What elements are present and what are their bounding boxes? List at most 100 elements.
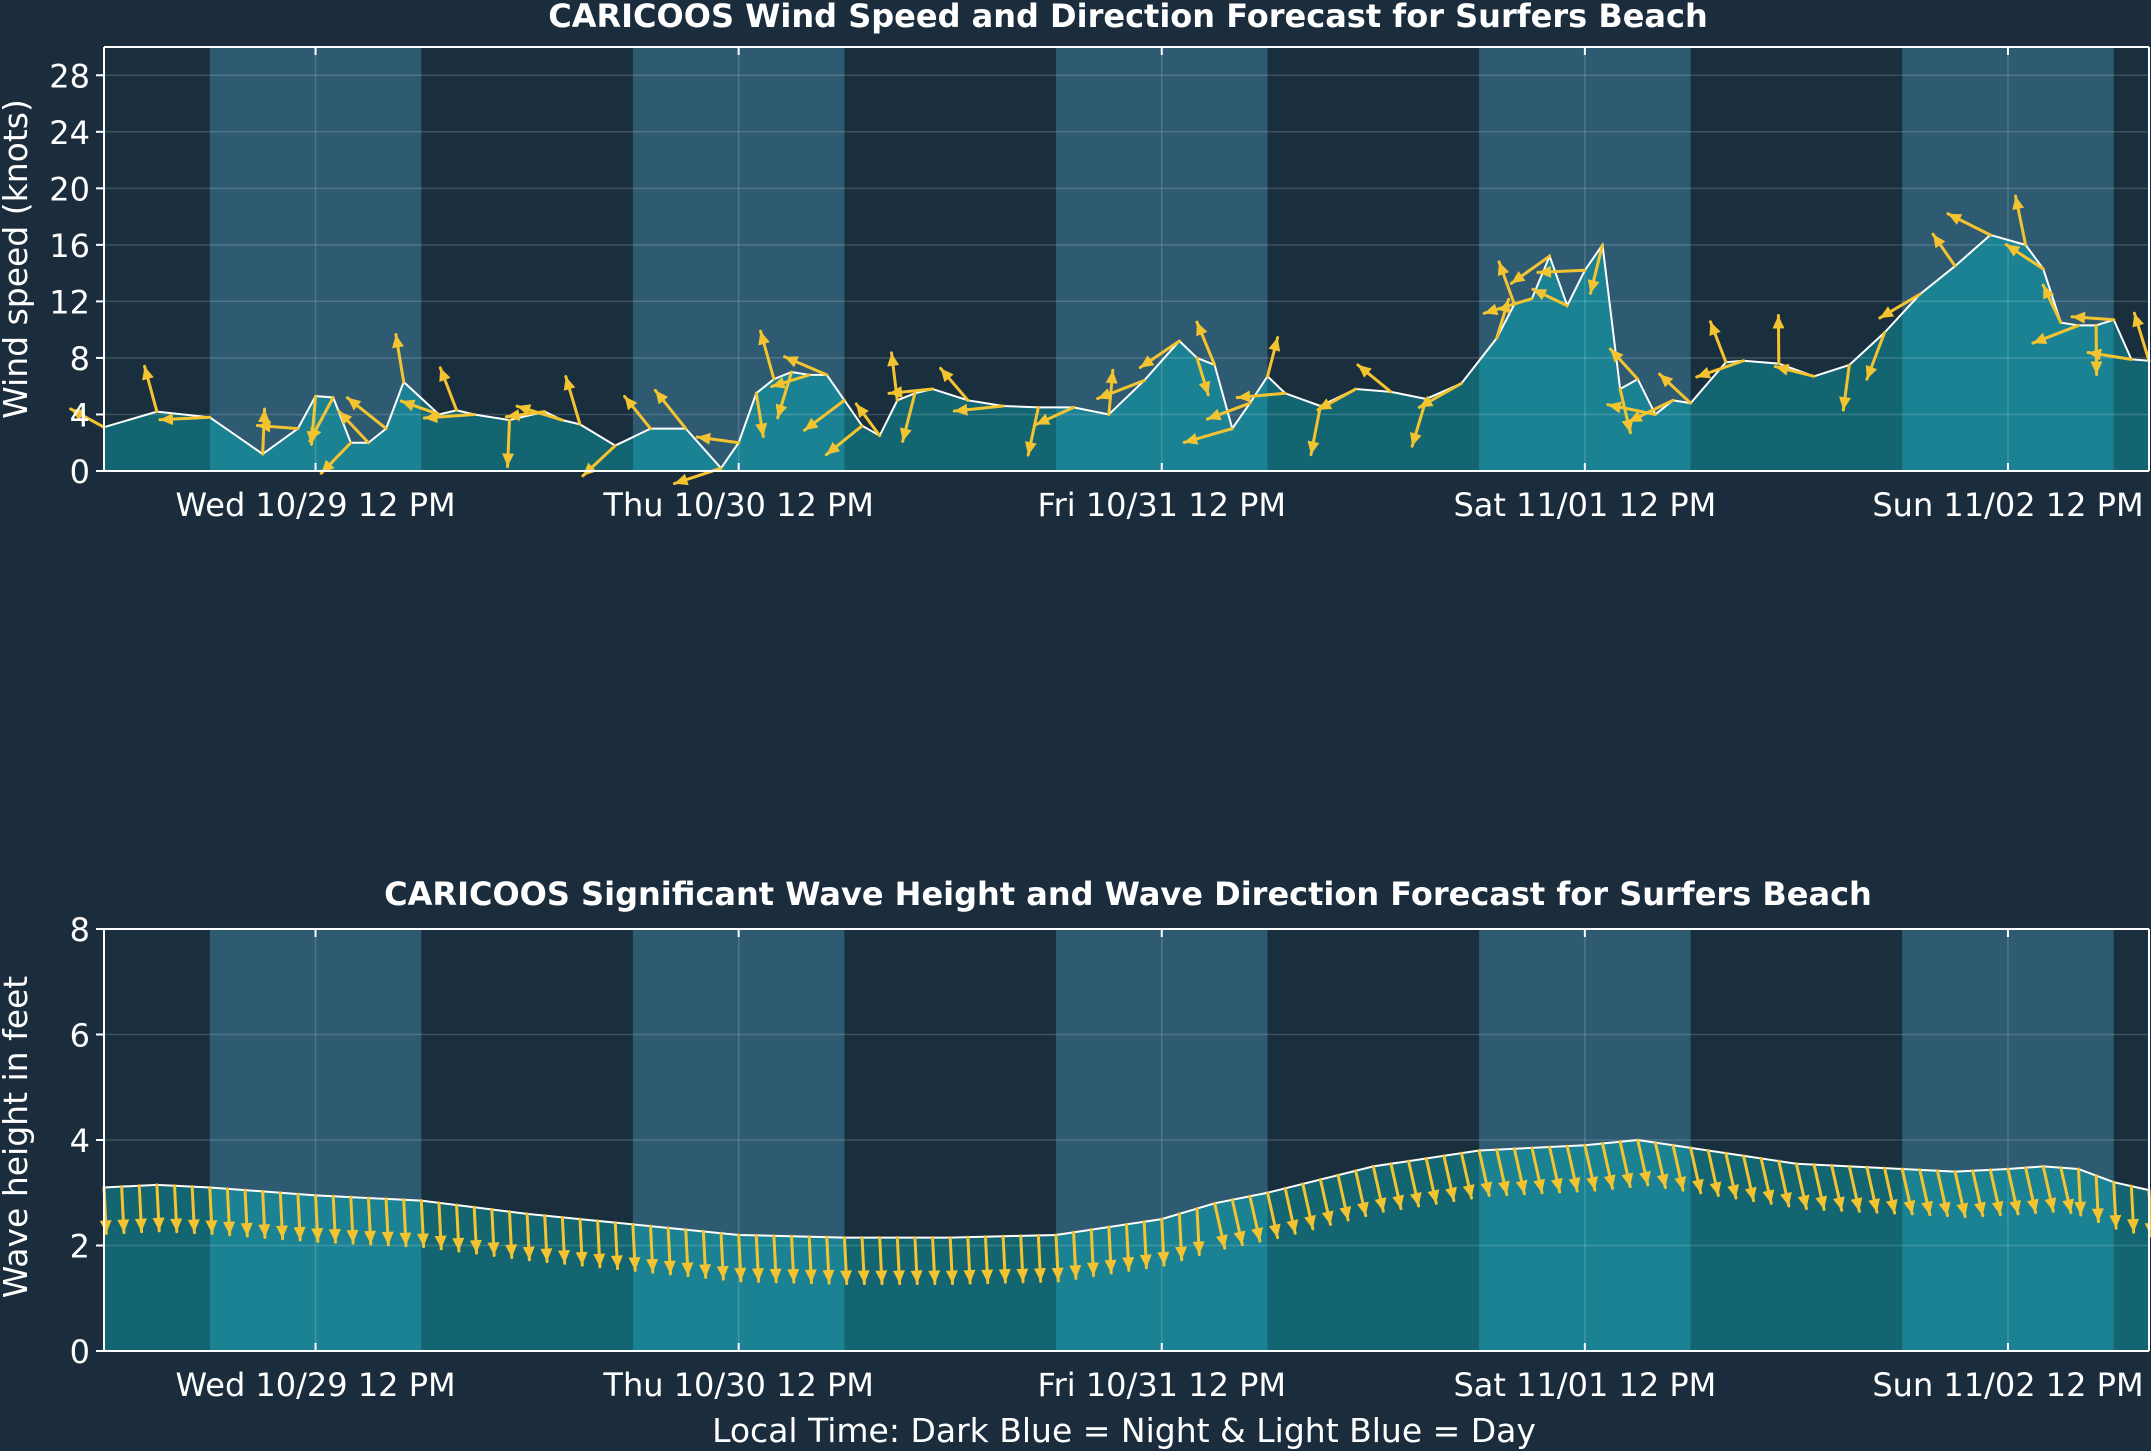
wind-arrow-50-head — [1357, 364, 1372, 378]
wind-arrow-59-head — [1587, 279, 1600, 294]
wave-arrow-57-head — [1086, 1262, 1099, 1276]
wind-arrow-7-head — [309, 426, 322, 441]
wave-arrow-101-head — [1868, 1198, 1880, 1213]
wind-y-tick-label-5: 16 — [49, 227, 90, 265]
wave-arrow-63-head — [1192, 1241, 1205, 1255]
wind-arrow-42-head — [1198, 380, 1211, 395]
wind-x-tick-label-2: Thu 10/30 12 PM — [602, 486, 873, 524]
wind-x-tick-label-1: Wed 10/29 12 PM — [175, 486, 455, 524]
wind-arrow-19-head — [582, 462, 597, 476]
wave-arrow-99-head — [1833, 1196, 1845, 1211]
wave-arrow-14-head — [328, 1228, 341, 1243]
wind-y-tick-label-4: 12 — [49, 283, 90, 321]
wave-arrow-31-head — [628, 1257, 641, 1271]
wave-arrow-65-head — [1233, 1230, 1246, 1245]
wind-arrow-11-head — [392, 334, 404, 349]
wave-arrow-25-head — [522, 1246, 535, 1260]
wind-arrow-77-head — [2032, 332, 2048, 344]
wave-y-axis-label: Wave height in feet — [0, 976, 35, 1299]
wave-arrow-87-head — [1621, 1172, 1634, 1187]
wind-area-segment-7 — [1267, 360, 1480, 471]
wind-arrow-49-head — [1317, 398, 1333, 410]
wave-x-tick-label-2: Thu 10/30 12 PM — [602, 1366, 873, 1404]
wind-arrow-67-head — [1772, 315, 1785, 329]
wave-area-segment-7 — [1267, 1150, 1480, 1351]
wave-area-segment-11 — [2113, 1182, 2149, 1351]
wind-chart-title: CARICOOS Wind Speed and Direction Foreca… — [548, 0, 1708, 35]
wave-arrow-53-head — [1016, 1268, 1029, 1282]
wind-arrow-62-head — [1607, 401, 1622, 414]
wave-arrow-106-head — [1956, 1202, 1969, 1217]
wind-y-tick-label-6: 20 — [49, 170, 90, 208]
wave-arrow-79-head — [1480, 1181, 1493, 1196]
wave-arrow-81-head — [1515, 1179, 1528, 1194]
wave-arrow-112-head — [2062, 1198, 2074, 1213]
wind-arrow-64-head — [1659, 374, 1674, 388]
wind-arrow-46-head — [1268, 337, 1281, 352]
wave-arrow-66-head — [1251, 1227, 1263, 1242]
wind-area-segment-9 — [1690, 313, 1903, 471]
wave-arrow-55-head — [1051, 1267, 1064, 1281]
wind-x-tick-label-3: Fri 10/31 12 PM — [1038, 486, 1286, 524]
wave-y-tick-label-4: 6 — [70, 1017, 90, 1055]
wind-arrow-14-head — [424, 411, 438, 424]
wind-arrow-32-head — [887, 352, 900, 367]
wave-arrow-93-head — [1727, 1184, 1739, 1199]
wind-arrow-21-head — [655, 390, 669, 405]
wind-arrow-71-head — [1879, 306, 1895, 318]
wind-arrow-3-head — [159, 413, 174, 426]
wind-arrow-24-head — [755, 422, 768, 437]
wind-arrow-22-head — [674, 473, 689, 486]
wave-arrow-104-head — [1921, 1200, 1933, 1215]
wave-arrow-85-head — [1586, 1176, 1598, 1191]
wind-arrow-20-head — [624, 396, 638, 411]
wave-arrow-105-head — [1938, 1201, 1951, 1216]
wind-arrow-26-head — [775, 403, 788, 418]
wave-arrow-108-head — [1991, 1200, 2004, 1215]
wave-arrow-29-head — [593, 1253, 606, 1267]
wave-arrow-17-head — [381, 1231, 394, 1245]
wind-arrow-61-head — [1610, 349, 1624, 363]
wave-arrow-19-head — [416, 1233, 429, 1247]
wave-arrow-1-head — [99, 1220, 112, 1234]
wind-y-tick-label-3: 8 — [70, 340, 90, 378]
wind-arrow-57-head — [1532, 289, 1548, 301]
wave-arrow-18-head — [399, 1232, 412, 1246]
wind-area-segment-1 — [104, 411, 210, 471]
wave-arrow-92-head — [1709, 1181, 1722, 1196]
wind-arrow-28-head — [784, 356, 799, 368]
wave-arrow-6-head — [187, 1219, 200, 1233]
wave-y-tick-label-3: 4 — [70, 1122, 90, 1160]
wind-arrow-39-head — [1105, 370, 1118, 384]
wave-arrow-35-head — [699, 1264, 712, 1278]
wind-arrow-2-head — [142, 366, 154, 381]
wind-arrow-52-head — [1419, 395, 1434, 408]
wave-arrow-9-head — [240, 1222, 253, 1237]
wind-arrow-18-head — [563, 376, 576, 391]
wave-arrow-3-head — [134, 1218, 147, 1232]
wave-arrow-100-head — [1850, 1197, 1863, 1212]
wind-arrow-80-head — [2088, 348, 2102, 361]
wave-arrow-48-head — [928, 1270, 941, 1284]
wave-arrow-60-head — [1139, 1254, 1152, 1268]
wind-area-segment-2 — [209, 381, 422, 471]
wind-arrow-23-head — [697, 432, 711, 445]
wave-arrow-43-head — [840, 1270, 853, 1284]
wave-arrow-110-head — [2026, 1198, 2039, 1213]
wind-arrow-40-head — [1097, 388, 1112, 400]
wave-area-segment-10 — [1902, 1166, 2114, 1351]
wave-y-tick-label-2: 2 — [70, 1228, 90, 1266]
wave-chart-title: CARICOOS Significant Wave Height and Wav… — [384, 875, 1872, 913]
wave-panel: CARICOOS Significant Wave Height and Wav… — [0, 875, 2151, 1404]
wind-arrow-10-head — [347, 397, 362, 411]
wave-arrow-49-head — [945, 1270, 958, 1284]
wave-arrow-24-head — [505, 1244, 518, 1258]
wave-arrow-115-head — [2109, 1214, 2122, 1229]
wind-arrow-13-head — [439, 367, 451, 383]
wind-arrow-78-head — [2090, 361, 2103, 375]
wind-arrow-12-head — [401, 399, 416, 412]
wave-arrow-42-head — [822, 1269, 835, 1284]
wave-arrow-91-head — [1691, 1178, 1704, 1193]
wave-arrow-37-head — [734, 1267, 747, 1281]
wind-area-segment-6 — [1055, 340, 1268, 471]
